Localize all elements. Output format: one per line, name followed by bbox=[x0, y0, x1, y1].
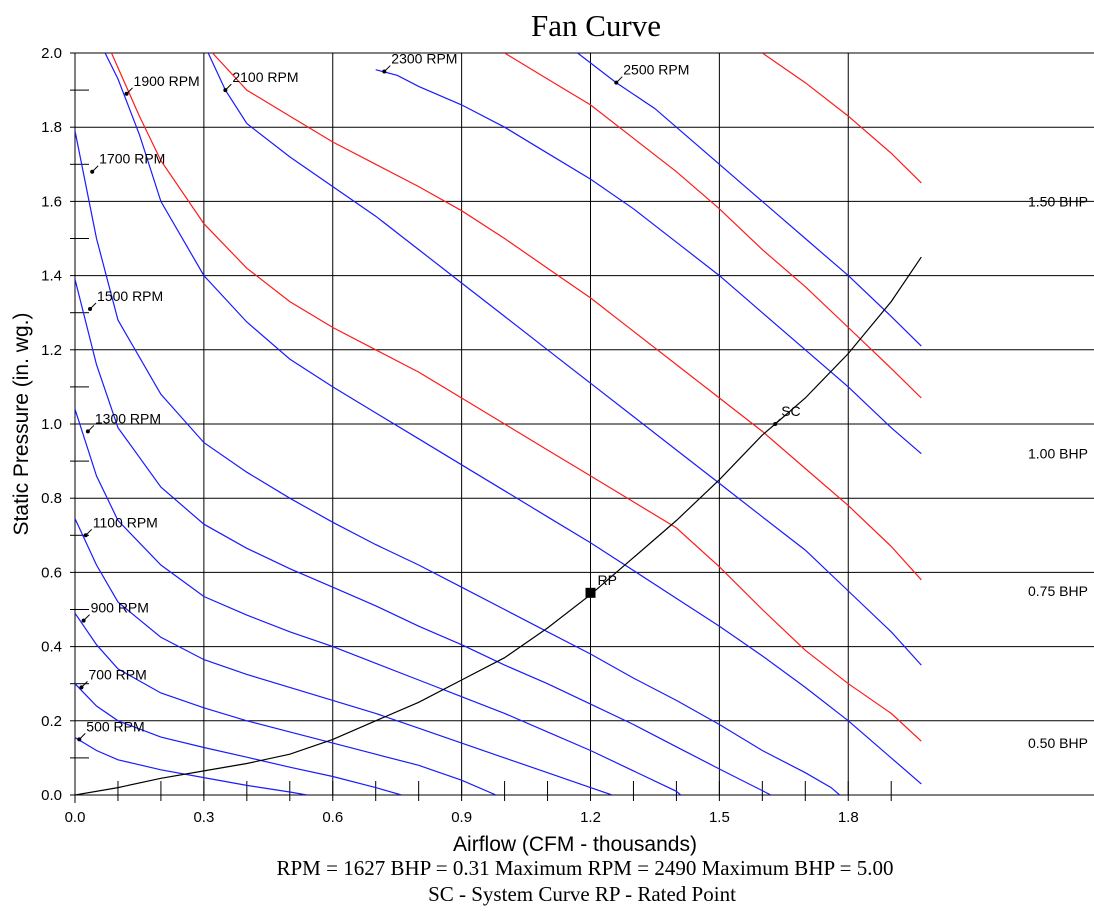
bhp-curve-label: 0.50 BHP bbox=[1028, 735, 1088, 751]
rpm-curve bbox=[75, 736, 308, 795]
y-tick-label: 0.6 bbox=[41, 564, 62, 581]
rpm-label-leader bbox=[225, 83, 232, 91]
rpm-curve-label: 500 RPM bbox=[86, 718, 144, 734]
system-curve-label: SC bbox=[781, 403, 800, 419]
rpm-label-leader bbox=[383, 65, 391, 72]
rpm-curve bbox=[375, 69, 922, 455]
y-tick-label: 0.2 bbox=[41, 713, 62, 730]
rpm-label-leader bbox=[81, 681, 88, 688]
y-tick-label: 0.0 bbox=[41, 787, 62, 804]
rpm-curve bbox=[207, 53, 922, 666]
bhp-curve bbox=[761, 53, 922, 184]
rpm-curve-label: 1100 RPM bbox=[93, 514, 158, 530]
rpm-curve-label: 700 RPM bbox=[88, 666, 146, 682]
footer-legend: SC - System Curve RP - Rated Point bbox=[428, 882, 736, 906]
x-tick-label: 0.6 bbox=[322, 809, 343, 826]
rpm-curve-label: 1900 RPM bbox=[134, 73, 200, 89]
y-tick-label: 1.8 bbox=[41, 119, 62, 136]
y-tick-label: 0.8 bbox=[41, 490, 62, 507]
y-tick-label: 1.2 bbox=[41, 342, 62, 359]
system-curve bbox=[75, 256, 922, 795]
bhp-curve-label: 1.50 BHP bbox=[1028, 193, 1088, 209]
x-tick-label: 0.0 bbox=[65, 809, 86, 826]
rpm-curve-label: 900 RPM bbox=[91, 600, 149, 616]
grid bbox=[74, 52, 1094, 803]
y-tick-label: 1.6 bbox=[41, 193, 62, 210]
bhp-curve-label: 0.75 BHP bbox=[1028, 583, 1088, 599]
tick-labels: 0.0 0.2 0.4 0.6 0.8 1.0 1.2 1.4 1.6 1.8 2.0 0.0 0.3 0… bbox=[41, 45, 859, 826]
y-tick-label: 0.4 bbox=[41, 639, 62, 656]
minor-ticks bbox=[70, 52, 892, 801]
y-tick-label: 2.0 bbox=[41, 45, 62, 62]
rpm-label-leader bbox=[78, 732, 86, 740]
bhp-curve bbox=[504, 53, 922, 399]
chart-title: Fan Curve bbox=[531, 8, 661, 43]
x-tick-label: 0.9 bbox=[451, 809, 472, 826]
rpm-curve bbox=[104, 53, 922, 785]
rpm-curve bbox=[75, 279, 772, 795]
system-curve-label-leader bbox=[774, 418, 781, 425]
rpm-label-leader bbox=[615, 76, 623, 84]
x-tick-label: 0.3 bbox=[193, 809, 214, 826]
rpm-label-leader bbox=[87, 425, 95, 432]
y-tick-label: 1.4 bbox=[41, 268, 62, 285]
rpm-label-leader bbox=[85, 528, 93, 536]
footer-stats: RPM = 1627 BHP = 0.31 Maximum RPM = 2490… bbox=[277, 856, 894, 880]
rpm-label-leader bbox=[91, 165, 99, 173]
y-tick-label: 1.0 bbox=[41, 416, 62, 433]
rpm-curve bbox=[75, 130, 841, 795]
x-tick-label: 1.5 bbox=[709, 809, 730, 826]
rpm-curve bbox=[577, 53, 922, 347]
rpm-curve bbox=[75, 683, 402, 795]
rpm-curve-label: 1700 RPM bbox=[99, 151, 165, 167]
x-axis-label: Airflow (CFM - thousands) bbox=[453, 833, 697, 856]
rated-point-label: RP bbox=[598, 572, 617, 588]
rpm-curve bbox=[75, 518, 613, 795]
rpm-label-leader bbox=[89, 302, 97, 310]
y-axis-label: Static Pressure (in. wg.) bbox=[10, 313, 33, 536]
rpm-curve-label: 1500 RPM bbox=[97, 288, 163, 304]
markers bbox=[77, 65, 781, 742]
bhp-curve bbox=[212, 53, 922, 581]
bhp-curve-label: 1.00 BHP bbox=[1028, 446, 1088, 462]
x-tick-label: 1.8 bbox=[838, 809, 859, 826]
bhp-curve bbox=[110, 53, 922, 742]
curves bbox=[75, 53, 922, 795]
rated-point-marker bbox=[585, 587, 596, 598]
rpm-curve bbox=[75, 612, 497, 795]
rpm-curve bbox=[75, 409, 682, 795]
rpm-label-leader bbox=[126, 87, 133, 95]
rpm-curve-label: 2300 RPM bbox=[391, 51, 457, 67]
rpm-curve-label: 2100 RPM bbox=[232, 69, 298, 85]
curve-labels: 0.50 BHP 0.75 BHP 1.00 BHP 1.50 BHP 500 RPM 7… bbox=[86, 51, 1088, 752]
rpm-label-leader bbox=[83, 614, 90, 621]
x-tick-label: 1.2 bbox=[580, 809, 601, 826]
rpm-curve-label: 1300 RPM bbox=[95, 410, 161, 426]
rpm-curve-label: 2500 RPM bbox=[623, 62, 689, 78]
